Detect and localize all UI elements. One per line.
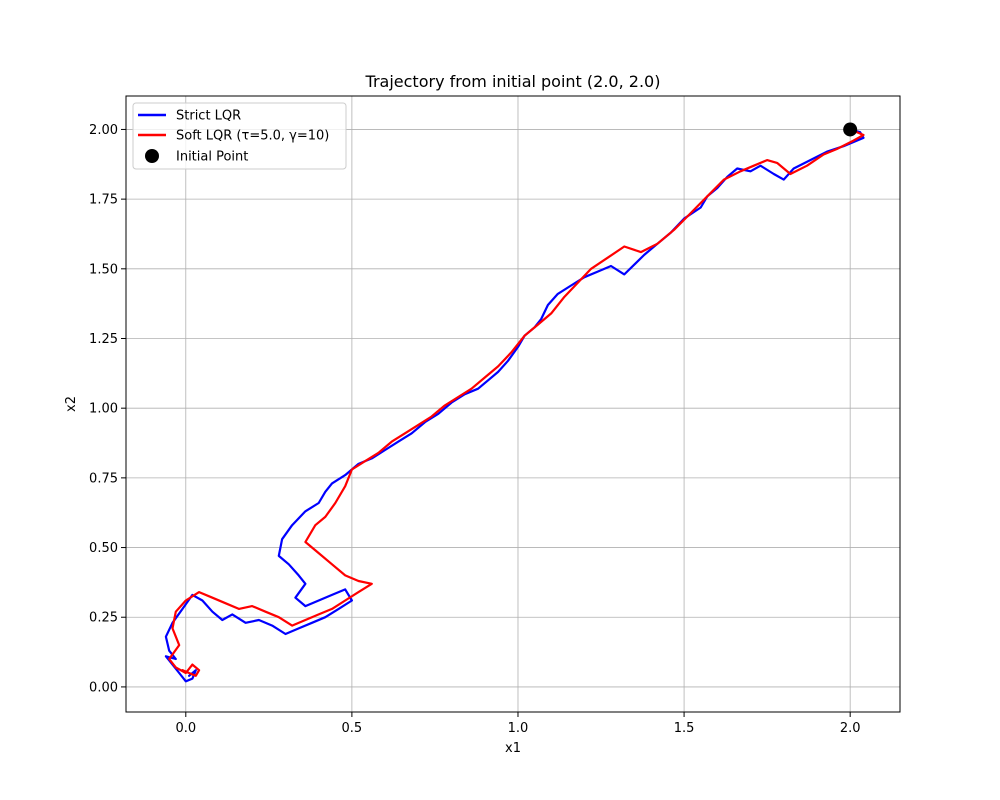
y-tick-label: 0.25 — [89, 611, 118, 626]
legend-label-strict-lqr: Strict LQR — [176, 109, 241, 124]
initial-point-marker — [843, 122, 858, 137]
y-tick-label: 2.00 — [89, 123, 118, 138]
legend: Strict LQR Soft LQR (τ=5.0, γ=10) Initia… — [132, 102, 347, 170]
x-tick-label: 1.5 — [674, 721, 695, 736]
axis-ticks: 0.0 0.5 1.0 1.5 2.0 0.00 0.25 0.50 0.75 1.00 1.25 1… — [89, 123, 860, 736]
x-tick-label: 0.5 — [342, 721, 363, 736]
grid — [126, 96, 900, 712]
legend-swatch-initial-point — [145, 149, 159, 163]
y-tick-label: 0.75 — [89, 471, 118, 486]
x-tick-label: 2.0 — [840, 721, 861, 736]
y-tick-label: 1.50 — [89, 262, 118, 277]
x-axis-label: x1 — [505, 741, 521, 756]
legend-label-soft-lqr: Soft LQR (τ=5.0, γ=10) — [176, 129, 329, 144]
y-tick-label: 1.75 — [89, 193, 118, 208]
y-tick-label: 0.50 — [89, 541, 118, 556]
legend-box — [132, 102, 347, 170]
y-tick-label: 1.00 — [89, 402, 118, 417]
series-lines — [164, 128, 865, 683]
y-tick-label: 1.25 — [89, 332, 118, 347]
x-tick-label: 1.0 — [508, 721, 529, 736]
markers — [843, 122, 858, 137]
chart-title: Trajectory from initial point (2.0, 2.0) — [365, 72, 661, 91]
legend-label-initial-point: Initial Point — [176, 150, 248, 165]
series-line-soft-lqr — [168, 128, 865, 677]
x-tick-label: 0.0 — [175, 721, 196, 736]
y-tick-label: 0.00 — [89, 680, 118, 695]
plot-frame — [125, 95, 901, 713]
y-axis-label: x2 — [64, 396, 79, 412]
